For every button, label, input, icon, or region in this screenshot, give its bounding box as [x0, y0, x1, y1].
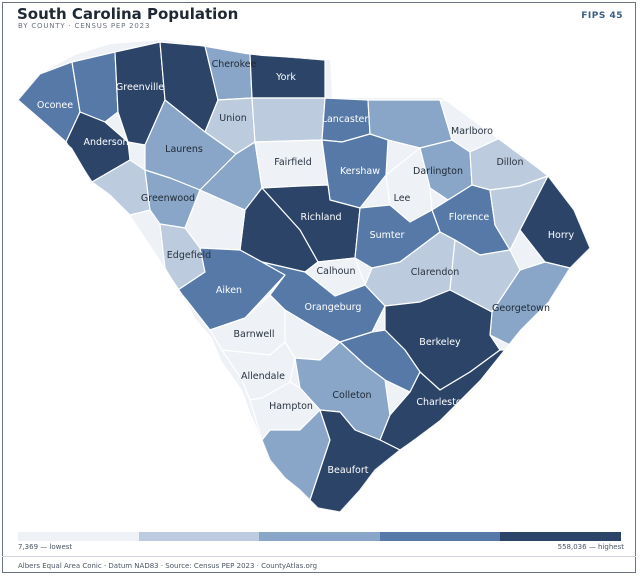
map-subtitle: BY COUNTY · CENSUS PEP 2023 [18, 22, 151, 30]
label-hampton: Hampton [269, 401, 313, 412]
label-orangeburg: Orangeburg [305, 302, 362, 313]
label-darlington: Darlington [413, 166, 463, 177]
map-title: South Carolina Population [17, 5, 239, 23]
fips-badge: FIPS 45 [581, 11, 623, 21]
footer-divider [2, 556, 636, 557]
label-anderson: Anderson [83, 137, 128, 148]
label-union: Union [219, 113, 246, 124]
label-greenville: Greenville [116, 82, 164, 93]
legend-min-label: 7,369 — lowest [18, 543, 73, 551]
label-calhoun: Calhoun [317, 266, 356, 277]
label-georgetown: Georgetown [492, 303, 550, 314]
county-beaufort[interactable] [309, 409, 401, 512]
label-lee: Lee [394, 193, 411, 204]
label-richland: Richland [301, 212, 342, 223]
label-charleston: Charleston [416, 397, 467, 408]
label-aiken: Aiken [216, 285, 242, 296]
map-footer: Albers Equal Area Conic · Datum NAD83 · … [18, 562, 318, 570]
legend-max-label: 558,036 — highest [557, 543, 624, 551]
label-kershaw: Kershaw [340, 166, 380, 177]
county-pickens[interactable] [71, 51, 119, 123]
legend-swatch-2 [138, 532, 260, 541]
label-allendale: Allendale [241, 371, 285, 382]
legend-swatch-4 [379, 532, 501, 541]
label-berkeley: Berkeley [419, 337, 461, 348]
label-lancaster: Lancaster [322, 114, 369, 125]
label-york: York [275, 72, 296, 83]
legend-swatch-1 [18, 532, 139, 541]
label-sumter: Sumter [370, 230, 405, 241]
legend-color-ramp [18, 532, 621, 541]
label-cherokee: Cherokee [212, 59, 257, 70]
label-fairfield: Fairfield [274, 157, 311, 168]
label-horry: Horry [548, 230, 575, 241]
label-greenwood: Greenwood [141, 193, 195, 204]
label-edgefield: Edgefield [167, 250, 211, 261]
label-barnwell: Barnwell [234, 329, 275, 340]
county-chester[interactable] [251, 97, 326, 143]
label-marlboro: Marlboro [451, 126, 493, 137]
label-laurens: Laurens [165, 144, 203, 155]
label-clarendon: Clarendon [411, 267, 460, 278]
label-oconee: Oconee [37, 100, 73, 111]
legend-swatch-3 [259, 532, 380, 541]
label-colleton: Colleton [332, 390, 371, 401]
label-beaufort: Beaufort [328, 465, 369, 476]
county-labels: Oconee Greenville Cherokee York Union La… [37, 59, 575, 476]
label-florence: Florence [449, 212, 490, 223]
label-dillon: Dillon [496, 157, 523, 168]
legend-swatch-5 [500, 532, 621, 541]
